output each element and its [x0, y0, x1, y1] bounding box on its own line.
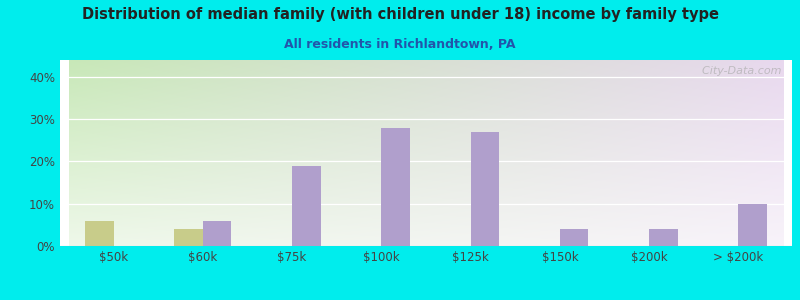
Bar: [292, 166, 321, 246]
Bar: [649, 229, 678, 246]
Text: Distribution of median family (with children under 18) income by family type: Distribution of median family (with chil…: [82, 8, 718, 22]
Bar: [85, 220, 114, 246]
Legend: Married couple, Female, no husband: Married couple, Female, no husband: [280, 296, 572, 300]
Bar: [560, 229, 589, 246]
Bar: [203, 220, 231, 246]
Text: City-Data.com: City-Data.com: [694, 66, 781, 76]
Bar: [174, 229, 203, 246]
Text: All residents in Richlandtown, PA: All residents in Richlandtown, PA: [284, 38, 516, 50]
Bar: [738, 204, 767, 246]
Bar: [382, 128, 410, 246]
Bar: [470, 132, 499, 246]
